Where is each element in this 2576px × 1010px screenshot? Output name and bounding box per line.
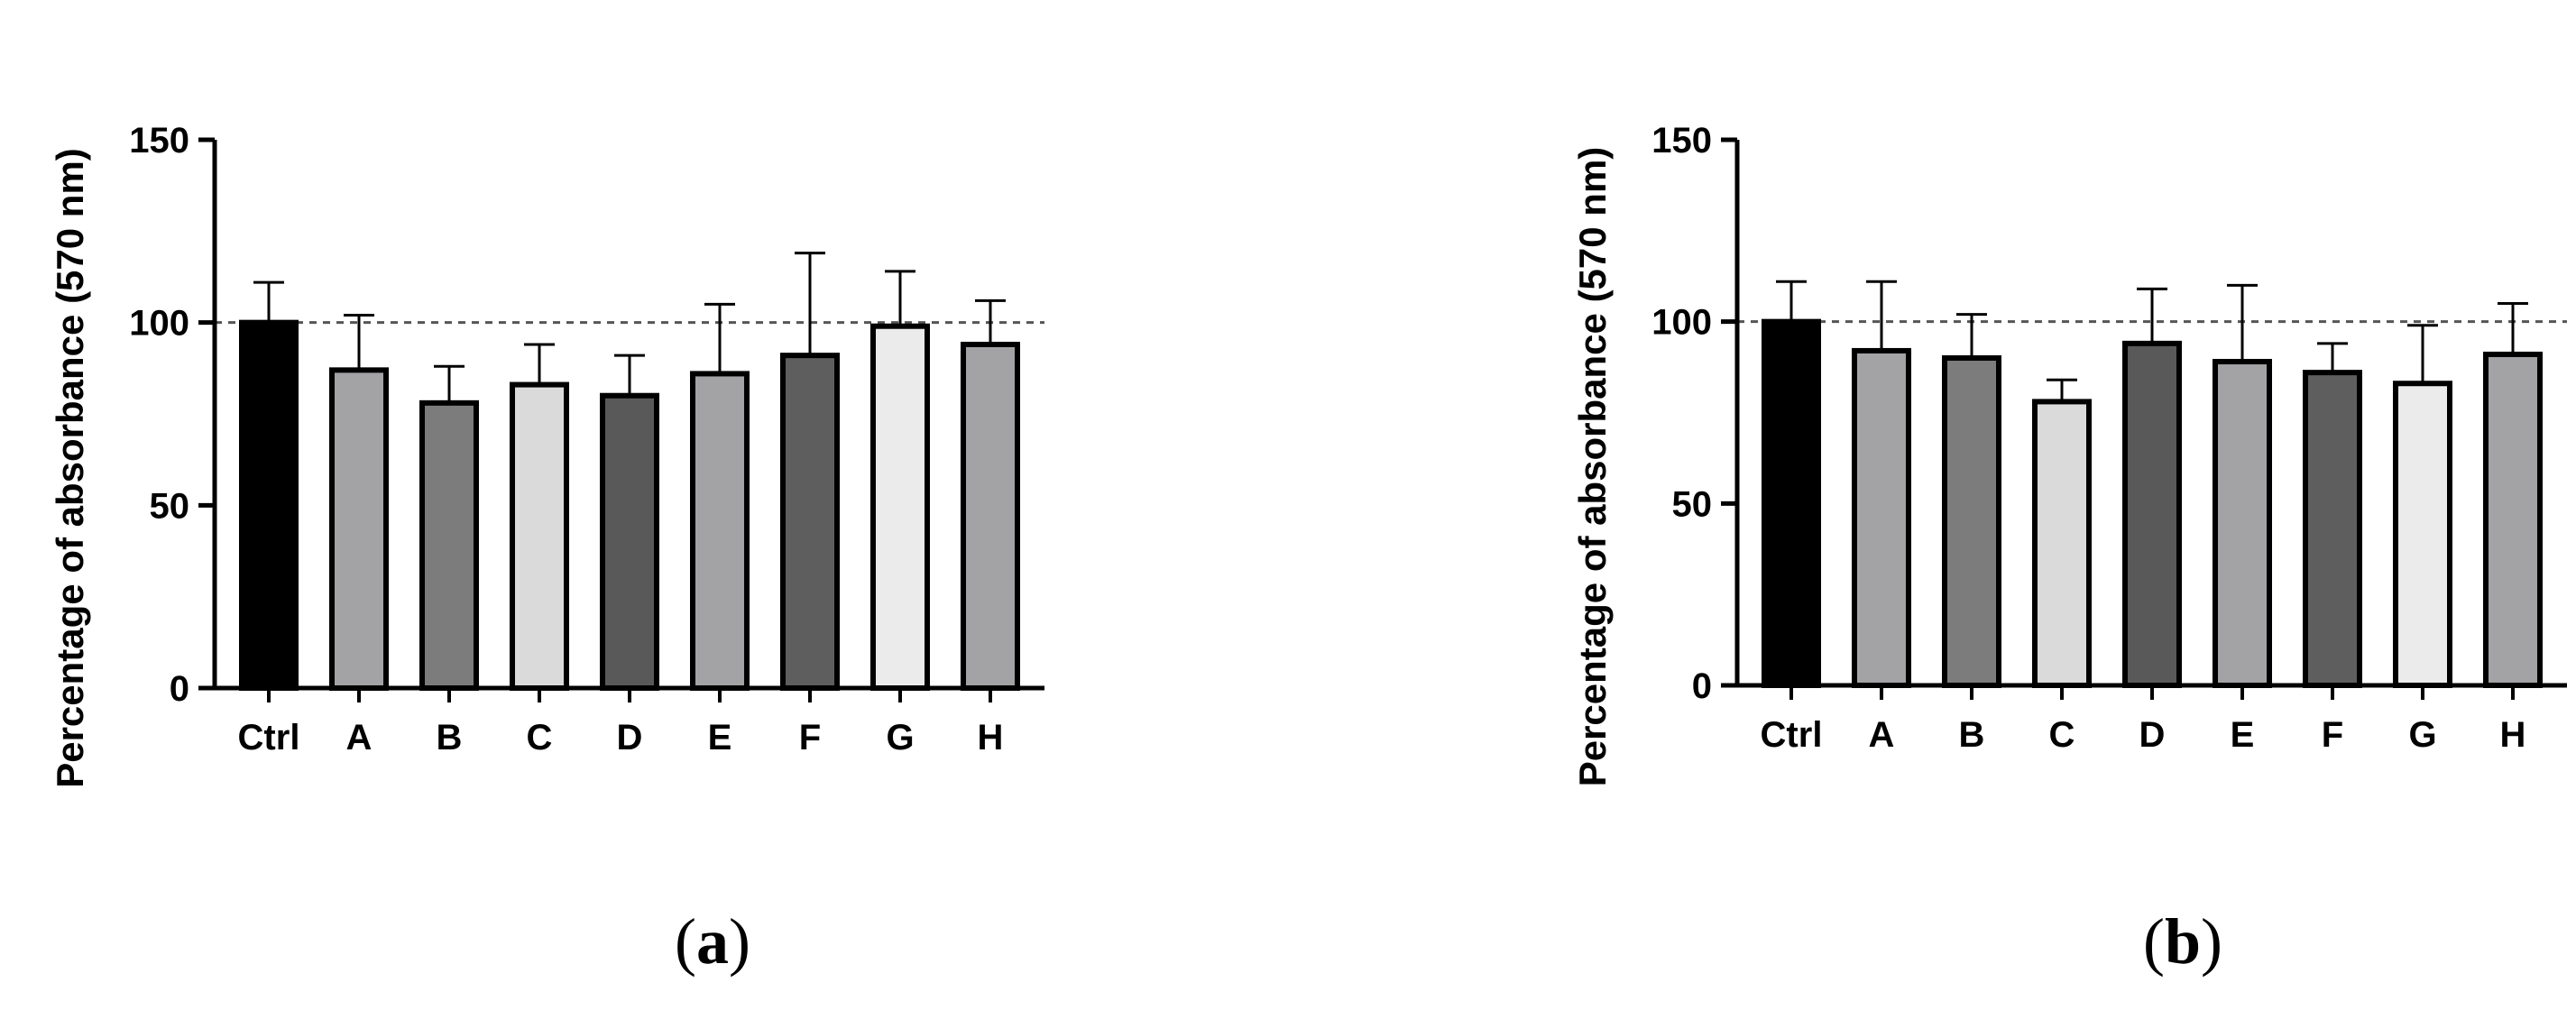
bar <box>780 353 840 691</box>
category-label: E <box>708 718 732 758</box>
category-label: A <box>346 718 373 758</box>
bar <box>419 399 479 691</box>
bar <box>239 319 299 691</box>
bar <box>510 381 569 691</box>
category-label: B <box>1959 715 1985 755</box>
y-tick-label: 0 <box>1692 666 1712 706</box>
category-label: D <box>2139 715 2166 755</box>
bar <box>2483 351 2543 688</box>
bar <box>690 371 750 691</box>
y-tick-label: 50 <box>150 486 190 526</box>
bar <box>2032 399 2092 688</box>
panel-label: (b) <box>2143 905 2222 978</box>
y-tick-label: 0 <box>170 669 189 709</box>
bar <box>329 367 389 691</box>
category-label: C <box>527 718 553 758</box>
category-label: F <box>799 718 821 758</box>
category-label: F <box>2322 715 2343 755</box>
bar <box>2393 381 2452 688</box>
bar <box>1762 318 1821 688</box>
category-label: G <box>886 718 914 758</box>
category-label: A <box>1869 715 1895 755</box>
category-label: Ctrl <box>1761 715 1823 755</box>
category-label: C <box>2049 715 2075 755</box>
bar <box>1942 355 2001 688</box>
y-tick-label: 50 <box>1672 484 1713 524</box>
y-tick-label: 150 <box>129 121 189 161</box>
bar <box>870 323 930 691</box>
panel-label: (a) <box>675 905 750 978</box>
category-label: H <box>978 718 1004 758</box>
category-label: H <box>2500 715 2526 755</box>
category-label: B <box>437 718 463 758</box>
bar <box>1852 347 1911 688</box>
y-axis-label: Percentage of absorbance (570 nm) <box>1571 147 1614 787</box>
y-tick-label: 100 <box>129 304 189 344</box>
panel-a: Ctrl A B C D E F G H 0 50 100 150 Percentage of absor… <box>49 121 1044 978</box>
y-tick-label: 150 <box>1651 121 1712 161</box>
category-label: G <box>2408 715 2436 755</box>
bar <box>600 392 659 691</box>
category-label: Ctrl <box>238 718 300 758</box>
y-tick-label: 100 <box>1651 303 1712 343</box>
bar <box>2303 370 2362 688</box>
bar <box>2122 340 2182 688</box>
panel-letter: a <box>696 905 729 978</box>
bar <box>961 341 1020 691</box>
panel-letter: b <box>2165 905 2201 978</box>
bar <box>2213 359 2272 688</box>
panel-b: Ctrl A B C D E F G H 0 50 100 150 Percentage of absor… <box>1571 121 2567 978</box>
category-label: E <box>2231 715 2255 755</box>
category-label: D <box>617 718 643 758</box>
y-axis-label: Percentage of absorbance (570 nm) <box>49 148 91 788</box>
